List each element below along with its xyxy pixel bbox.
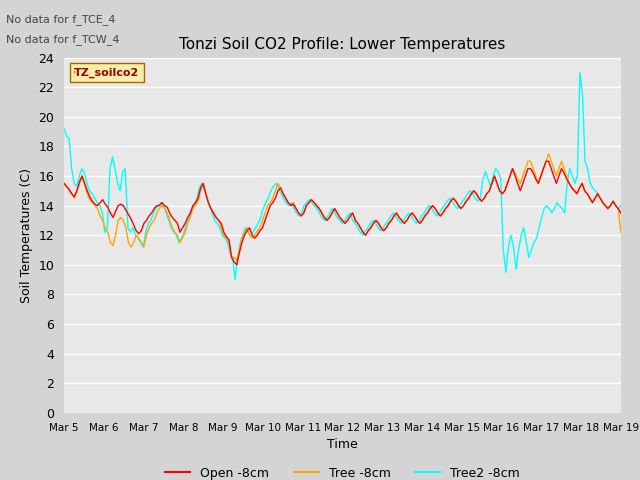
Tree2 -8cm — [520, 225, 527, 231]
Tree -8cm — [233, 257, 241, 263]
Tree2 -8cm — [280, 195, 287, 201]
Line: Open -8cm: Open -8cm — [64, 161, 621, 265]
Tree -8cm — [184, 220, 191, 226]
Title: Tonzi Soil CO2 Profile: Lower Temperatures: Tonzi Soil CO2 Profile: Lower Temperatur… — [179, 37, 506, 52]
Open -8cm — [233, 262, 241, 268]
Tree2 -8cm — [231, 276, 239, 282]
X-axis label: Time: Time — [327, 438, 358, 451]
Tree -8cm — [253, 228, 261, 234]
Text: No data for f_TCW_4: No data for f_TCW_4 — [6, 34, 120, 45]
Tree2 -8cm — [410, 217, 418, 223]
Tree2 -8cm — [481, 168, 489, 174]
Open -8cm — [524, 166, 532, 171]
Tree -8cm — [617, 229, 625, 235]
Y-axis label: Soil Temperatures (C): Soil Temperatures (C) — [20, 168, 33, 303]
Tree2 -8cm — [617, 203, 625, 208]
Tree -8cm — [524, 158, 532, 164]
Line: Tree2 -8cm: Tree2 -8cm — [64, 72, 621, 279]
Line: Tree -8cm: Tree -8cm — [64, 154, 621, 260]
Tree2 -8cm — [287, 200, 295, 205]
Tree2 -8cm — [576, 70, 584, 75]
Open -8cm — [60, 180, 68, 186]
Open -8cm — [542, 158, 550, 164]
Open -8cm — [253, 232, 261, 238]
Open -8cm — [228, 254, 236, 260]
Text: No data for f_TCE_4: No data for f_TCE_4 — [6, 14, 116, 25]
Legend: Open -8cm, Tree -8cm, Tree2 -8cm: Open -8cm, Tree -8cm, Tree2 -8cm — [159, 462, 525, 480]
Tree -8cm — [545, 151, 552, 156]
Open -8cm — [617, 210, 625, 216]
Tree2 -8cm — [60, 126, 68, 132]
Tree -8cm — [218, 225, 225, 231]
Open -8cm — [218, 220, 225, 226]
Tree -8cm — [60, 180, 68, 186]
Tree -8cm — [225, 240, 233, 245]
Open -8cm — [184, 215, 191, 220]
Tree2 -8cm — [88, 191, 96, 197]
Open -8cm — [225, 237, 233, 242]
Tree -8cm — [228, 254, 236, 260]
